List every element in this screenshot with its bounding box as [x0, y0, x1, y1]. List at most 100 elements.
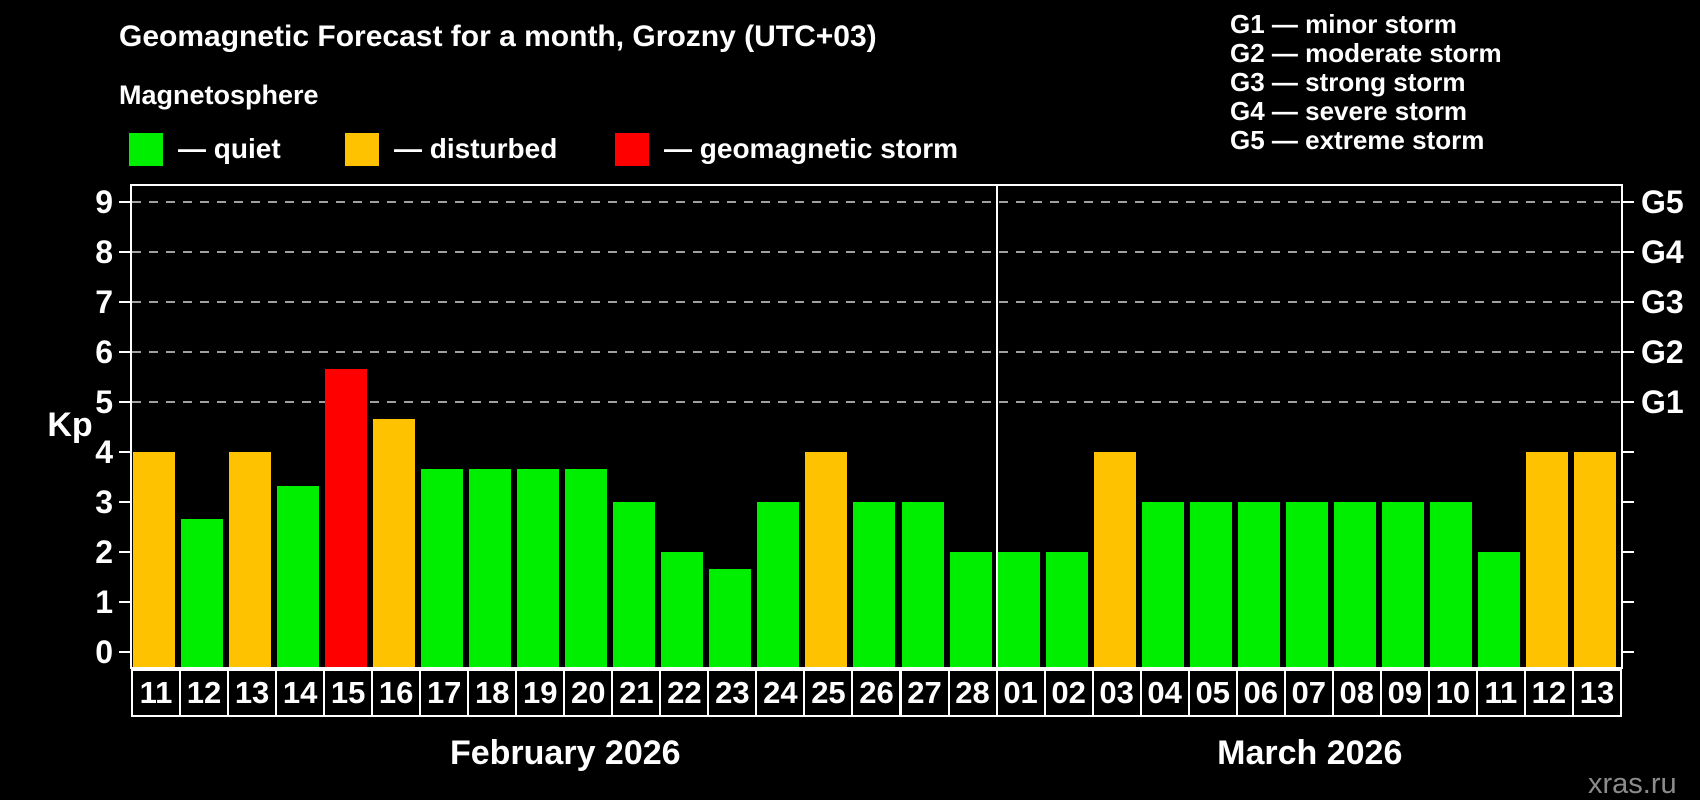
- g-level-label-G5: G5: [1641, 184, 1684, 220]
- y-tick-label: 1: [95, 584, 113, 620]
- y-tick-right: [1623, 551, 1634, 553]
- g-scale-line-g2: G2 — moderate storm: [1230, 38, 1502, 68]
- gridline-kp8: [132, 251, 1621, 253]
- gridline-kp9: [132, 201, 1621, 203]
- legend-item-quiet: — quiet: [129, 132, 281, 166]
- date-cell: 17: [419, 669, 470, 717]
- g-scale-line-g3: G3 — strong storm: [1230, 67, 1466, 97]
- date-cell: 13: [1571, 669, 1622, 717]
- date-cell: 08: [1331, 669, 1382, 717]
- y-tick-right: [1623, 251, 1634, 253]
- y-tick-left: [119, 601, 130, 603]
- y-tick-label: 7: [95, 284, 113, 320]
- g-scale-line-g5: G5 — extreme storm: [1230, 125, 1485, 155]
- month-separator: [995, 186, 998, 667]
- date-cell: 11: [131, 669, 181, 717]
- date-cell: 03: [1091, 669, 1142, 717]
- date-cell: 27: [899, 669, 950, 717]
- kp-bar-02: [1045, 552, 1088, 667]
- legend-item-disturbed: — disturbed: [345, 132, 557, 166]
- chart-title: Geomagnetic Forecast for a month, Grozny…: [119, 20, 877, 53]
- y-tick-right: [1623, 451, 1634, 453]
- kp-bar-27: [901, 502, 944, 667]
- y-tick-right: [1623, 601, 1634, 603]
- date-cell: 20: [563, 669, 614, 717]
- y-tick-left: [119, 551, 130, 553]
- y-tick-right: [1623, 351, 1634, 353]
- date-cell: 11: [1475, 669, 1526, 717]
- g-level-label-G1: G1: [1641, 384, 1684, 420]
- kp-bar-05: [1189, 502, 1232, 667]
- date-cell: 21: [611, 669, 662, 717]
- y-tick-right: [1623, 301, 1634, 303]
- date-cell: 02: [1043, 669, 1094, 717]
- date-cell: 28: [947, 669, 998, 717]
- g-scale-legend: G1 — minor storm G2 — moderate storm G3 …: [1230, 10, 1502, 155]
- y-tick-right: [1623, 651, 1634, 653]
- date-cell: 01: [995, 669, 1046, 717]
- gridline-kp6: [132, 351, 1621, 353]
- g-scale-line-g4: G4 — severe storm: [1230, 96, 1468, 126]
- kp-bar-01: [997, 552, 1040, 667]
- kp-bar-16: [373, 418, 416, 667]
- date-cell: 10: [1427, 669, 1478, 717]
- kp-bar-28: [949, 552, 992, 667]
- y-tick-label: 6: [95, 334, 113, 370]
- date-cell: 07: [1283, 669, 1334, 717]
- date-cell: 06: [1235, 669, 1286, 717]
- kp-bar-25: [805, 452, 848, 667]
- watermark: xras.ru: [1588, 768, 1677, 800]
- y-tick-label: 2: [95, 534, 113, 570]
- kp-bar-15: [325, 368, 368, 667]
- kp-bar-23: [709, 568, 752, 667]
- y-tick-left: [119, 451, 130, 453]
- kp-bar-24: [757, 502, 800, 667]
- date-cell: 15: [323, 669, 374, 717]
- y-tick-left: [119, 501, 130, 503]
- month-label-1: March 2026: [1217, 734, 1403, 772]
- kp-bar-08: [1333, 502, 1376, 667]
- legend-label-disturbed: — disturbed: [394, 133, 558, 164]
- kp-bar-21: [613, 502, 656, 667]
- y-tick-label: 3: [95, 484, 113, 520]
- y-tick-left: [119, 651, 130, 653]
- kp-bar-06: [1237, 502, 1280, 667]
- kp-bar-04: [1141, 502, 1184, 667]
- kp-bar-12: [181, 518, 224, 667]
- date-cell: 12: [1523, 669, 1574, 717]
- g-scale-line-g1: G1 — minor storm: [1230, 9, 1457, 39]
- date-cell: 26: [851, 669, 902, 717]
- kp-bar-13: [229, 452, 272, 667]
- g-level-label-G3: G3: [1641, 284, 1684, 320]
- kp-bar-19: [517, 468, 560, 667]
- g-level-label-G2: G2: [1641, 334, 1684, 370]
- y-tick-left: [119, 301, 130, 303]
- date-cell: 23: [707, 669, 758, 717]
- kp-bar-26: [853, 502, 896, 667]
- kp-bar-13: [1573, 452, 1616, 667]
- y-tick-left: [119, 401, 130, 403]
- kp-bar-17: [421, 468, 464, 667]
- date-cell: 16: [371, 669, 422, 717]
- legend-label-storm: — geomagnetic storm: [664, 133, 959, 164]
- legend-item-storm: — geomagnetic storm: [615, 132, 958, 166]
- kp-bar-22: [661, 552, 704, 667]
- kp-bar-09: [1381, 502, 1424, 667]
- y-axis-title: Kp: [47, 406, 93, 444]
- y-tick-right: [1623, 401, 1634, 403]
- date-cell: 19: [515, 669, 566, 717]
- g-level-label-G4: G4: [1641, 234, 1684, 270]
- kp-bar-20: [565, 468, 608, 667]
- y-tick-right: [1623, 501, 1634, 503]
- kp-bar-11: [1477, 552, 1520, 667]
- date-cell: 09: [1379, 669, 1430, 717]
- plot-area: [130, 184, 1623, 669]
- date-cell: 05: [1187, 669, 1238, 717]
- y-tick-left: [119, 201, 130, 203]
- kp-bar-03: [1093, 452, 1136, 667]
- kp-bar-11: [133, 452, 175, 667]
- kp-bar-14: [277, 485, 320, 667]
- disturbed-color-swatch: [345, 132, 379, 166]
- date-cell: 04: [1139, 669, 1190, 717]
- y-tick-label: 0: [95, 634, 113, 670]
